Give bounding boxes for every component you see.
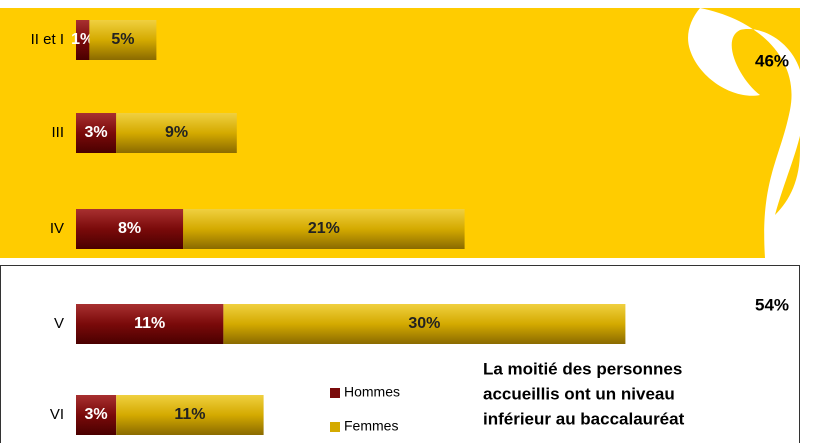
- value-label: 3%: [85, 124, 108, 141]
- value-label: 9%: [165, 124, 188, 141]
- y-tick-label: IV: [50, 220, 64, 237]
- note-line: accueillis ont un niveau: [483, 384, 675, 403]
- y-tick-label: II et I: [31, 31, 64, 48]
- legend-label: Hommes: [344, 384, 400, 400]
- bar-segment: [116, 395, 264, 435]
- bar-segment: [76, 209, 184, 249]
- value-label: 5%: [111, 31, 134, 48]
- bar-segment: [183, 209, 465, 249]
- bar-segment: [116, 113, 237, 153]
- legend-label: Femmes: [344, 418, 398, 434]
- annotation: 46%: [755, 51, 789, 70]
- bar-segment: [76, 395, 117, 435]
- bar-segment: [89, 20, 157, 60]
- bar-segment: [76, 304, 224, 344]
- y-tick-label: III: [51, 124, 64, 141]
- bar-segment: [76, 20, 90, 60]
- decorative-swirl: [688, 8, 805, 258]
- legend-swatch: [330, 388, 340, 398]
- y-tick-label: VI: [50, 406, 64, 423]
- annotation: 54%: [755, 295, 789, 314]
- value-label: 3%: [85, 406, 108, 423]
- value-label: 11%: [174, 406, 205, 423]
- note-line: inférieur au baccalauréat: [483, 409, 685, 428]
- legend-swatch: [330, 422, 340, 432]
- note-line: La moitié des personnes: [483, 359, 682, 378]
- value-label: 1%: [71, 31, 94, 48]
- value-label: 8%: [118, 220, 141, 237]
- y-tick-label: V: [54, 315, 64, 332]
- bar-segment: [223, 304, 626, 344]
- value-label: 30%: [408, 315, 440, 332]
- bar-segment: [76, 113, 117, 153]
- value-label: 11%: [134, 315, 165, 332]
- value-label: 21%: [308, 220, 340, 237]
